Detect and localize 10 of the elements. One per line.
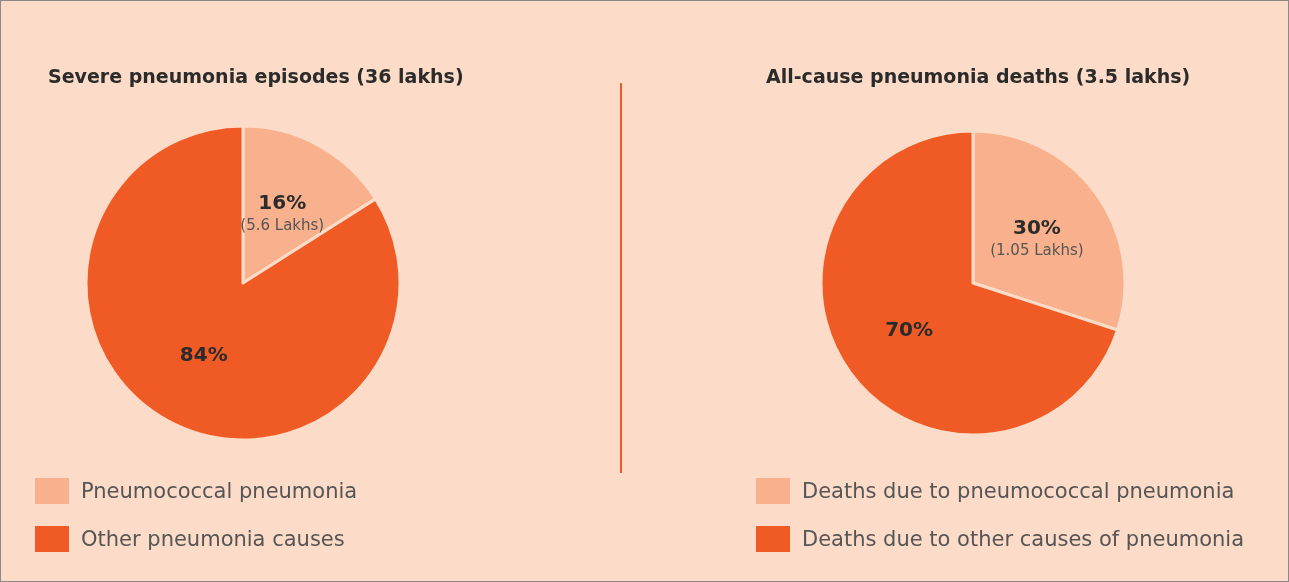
legend-label: Deaths due to pneumococcal pneumonia bbox=[802, 479, 1235, 503]
legend-label: Deaths due to other causes of pneumonia bbox=[802, 527, 1245, 551]
chart-title: All-cause pneumonia deaths (3.5 lakhs) bbox=[766, 64, 1191, 87]
legend-label: Other pneumonia causes bbox=[81, 527, 345, 551]
data-label: 70% bbox=[885, 317, 934, 342]
data-label: 16% (5.6 Lakhs) bbox=[240, 189, 325, 234]
chart-title: Severe pneumonia episodes (36 lakhs) bbox=[48, 64, 464, 87]
legend-label: Pneumococcal pneumonia bbox=[81, 479, 358, 503]
data-label: 30% (1.05 Lakhs) bbox=[990, 214, 1084, 259]
data-label: 84% bbox=[179, 342, 228, 367]
